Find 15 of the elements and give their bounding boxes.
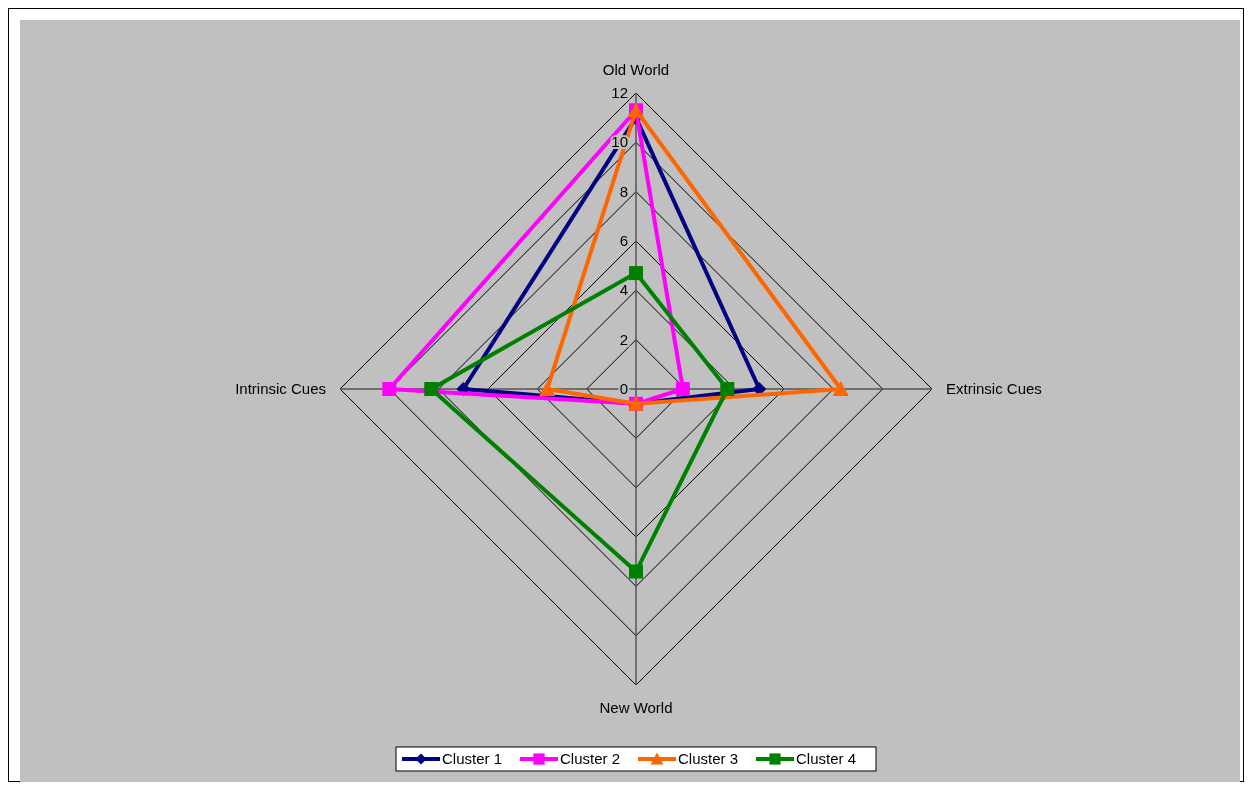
legend-label: Cluster 1 bbox=[442, 750, 503, 767]
y-tick-label: 0 bbox=[619, 380, 628, 397]
y-tick-label: 6 bbox=[619, 232, 628, 249]
y-tick-label: 4 bbox=[619, 281, 628, 299]
y-tick-label: 10 bbox=[611, 133, 628, 151]
legend-label: Cluster 2 bbox=[560, 750, 621, 767]
spoke-label: Old World bbox=[602, 61, 670, 78]
y-tick-label: 2 bbox=[619, 330, 628, 348]
spoke-label: New World bbox=[599, 699, 673, 716]
y-tick-label: 12 bbox=[611, 84, 628, 101]
legend-label: Cluster 3 bbox=[678, 750, 739, 767]
y-tick-label: 8 bbox=[619, 182, 628, 200]
spoke-label: Intrinsic Cues bbox=[235, 380, 326, 397]
legend-label: Cluster 4 bbox=[796, 750, 857, 767]
spoke-label: Extrinsic Cues bbox=[946, 380, 1042, 397]
